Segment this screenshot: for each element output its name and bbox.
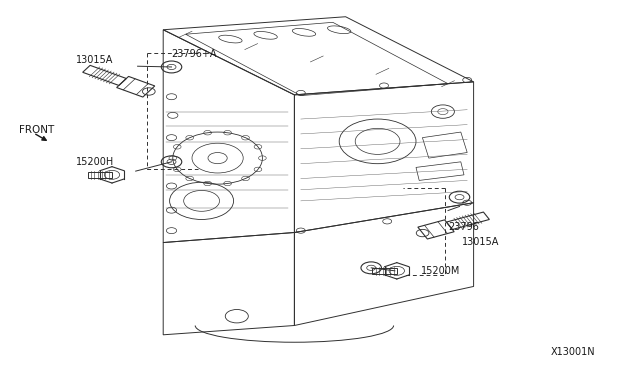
Text: FRONT: FRONT xyxy=(19,125,54,135)
Text: 23796: 23796 xyxy=(448,222,479,232)
Text: 13015A: 13015A xyxy=(76,55,113,65)
Text: 23796+A: 23796+A xyxy=(172,49,217,59)
Text: 13015A: 13015A xyxy=(462,237,499,247)
Text: 15200M: 15200M xyxy=(421,266,461,276)
Text: 15200H: 15200H xyxy=(76,157,114,167)
Text: X13001N: X13001N xyxy=(550,347,595,356)
